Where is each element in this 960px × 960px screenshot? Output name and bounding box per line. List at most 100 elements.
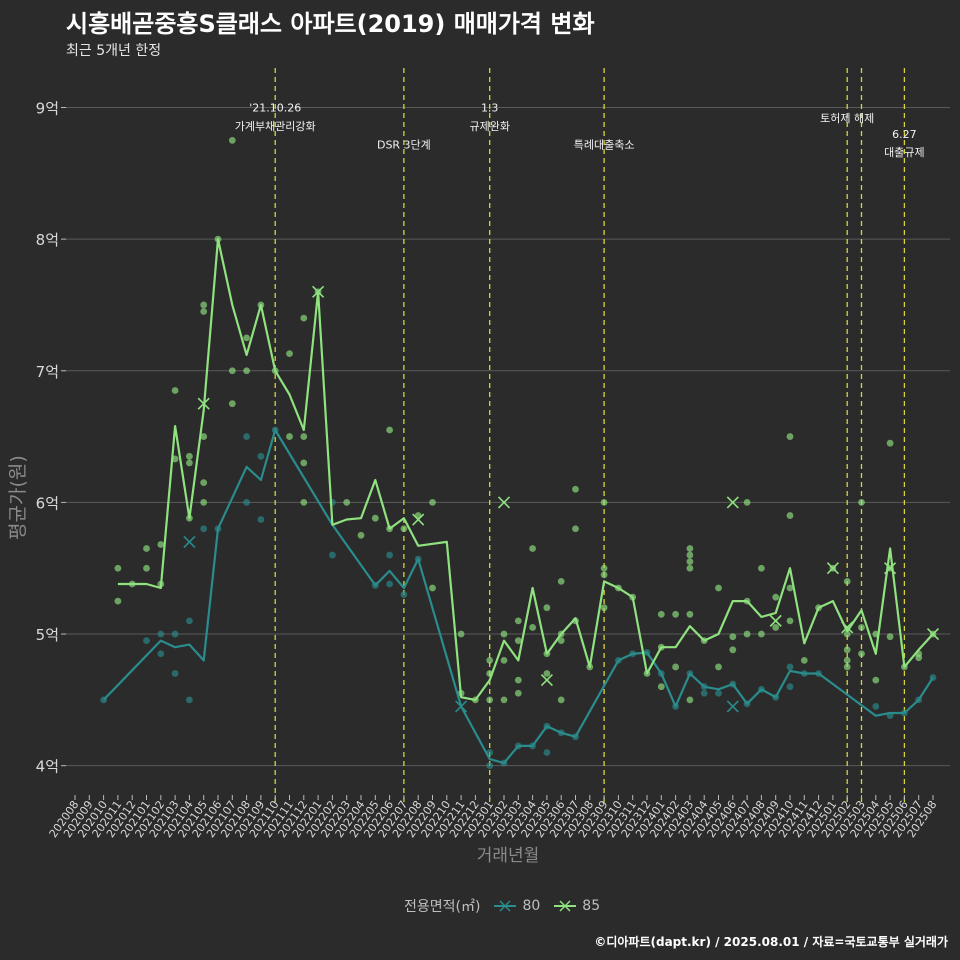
scatter-point-85 — [228, 367, 236, 375]
scatter-point-85 — [800, 656, 808, 664]
scatter-point-80 — [243, 499, 251, 506]
cross-marker-80 — [455, 700, 468, 713]
scatter-point-85 — [715, 584, 722, 592]
scatter-point-80 — [200, 525, 208, 533]
scatter-point-85 — [657, 683, 665, 691]
scatter-point-80 — [329, 551, 336, 559]
scatter-point-85 — [572, 525, 579, 533]
scatter-point-85 — [429, 499, 436, 506]
scatter-point-85 — [200, 479, 208, 487]
scatter-point-85 — [715, 663, 722, 671]
cross-stroke — [540, 674, 553, 687]
scatter-point-80 — [257, 516, 265, 523]
event-label: 1.3 — [481, 101, 499, 114]
series-line-85 — [117, 238, 934, 701]
scatter-point-80 — [872, 703, 880, 710]
scatter-point-85 — [300, 433, 308, 440]
cross-marker-85 — [312, 285, 325, 298]
y-axis-label: 평균가(원) — [7, 455, 29, 540]
series-line-80 — [102, 428, 934, 765]
scatter-point-80 — [786, 683, 794, 691]
scatter-point-85 — [915, 654, 923, 662]
cross-marker-85 — [926, 627, 940, 641]
source-credit: ©디아파트(dapt.kr) / 2025.08.01 / 자료=국토교통부 실… — [594, 935, 948, 949]
scatter-point-85 — [843, 646, 851, 654]
scatter-point-80 — [186, 617, 193, 625]
cross-marker-85 — [412, 513, 425, 526]
event-label: 규제완화 — [469, 120, 509, 133]
y-tick-label: 4억 — [36, 758, 59, 776]
scatter-point-85 — [243, 334, 251, 342]
scatter-point-85 — [557, 696, 565, 704]
cross-marker-85 — [769, 614, 782, 627]
scatter-point-85 — [186, 459, 193, 467]
scatter-point-85 — [686, 610, 694, 618]
cross-stroke — [726, 700, 739, 713]
scatter-point-85 — [200, 301, 208, 309]
legend-swatch-80-icon — [494, 900, 517, 912]
scatter-point-80 — [186, 696, 193, 704]
scatter-point-85 — [371, 514, 379, 522]
scatter-point-80 — [715, 689, 722, 697]
cross-stroke — [769, 614, 782, 627]
legend-label-80: 80 — [522, 898, 541, 914]
scatter-point-80 — [143, 637, 150, 645]
scatter-point-85 — [243, 367, 251, 375]
scatter-point-80 — [157, 650, 165, 658]
legend-label-85: 85 — [582, 898, 601, 914]
scatter-point-85 — [343, 499, 351, 506]
scatter-point-85 — [143, 545, 150, 552]
cross-marker-85 — [497, 496, 511, 509]
series-lines — [102, 238, 934, 765]
scatter-point-85 — [743, 499, 751, 506]
scatter-point-85 — [400, 525, 408, 533]
scatter-point-85 — [529, 545, 536, 552]
scatter-point-85 — [758, 630, 765, 638]
scatter-point-85 — [186, 452, 193, 460]
scatter-point-80 — [543, 749, 551, 756]
cross-stroke — [841, 621, 854, 634]
cross-stroke — [926, 627, 940, 641]
legend-title: 전용면적(㎡) — [404, 899, 481, 915]
event-label: 토허제 해제 — [820, 111, 874, 125]
cross-marker-85 — [197, 397, 210, 410]
scatter-point-80 — [171, 670, 179, 677]
event-label: '21.10.26 — [249, 101, 301, 114]
scatter-point-85 — [672, 663, 679, 671]
y-tick-label: 5억 — [36, 626, 59, 644]
scatter-point-85 — [843, 663, 851, 671]
cross-marker-80 — [726, 700, 739, 713]
scatter-point-85 — [758, 564, 765, 572]
scatter-point-85 — [543, 604, 551, 612]
chart-title: 시흥배곧중흥S클래스 아파트(2019) 매매가격 변화 — [66, 10, 595, 38]
scatter-point-85 — [300, 499, 308, 506]
scatter-point-85 — [858, 624, 865, 631]
cross-stroke — [312, 285, 325, 298]
scatter-point-85 — [171, 387, 179, 394]
cross-marker-85 — [841, 621, 854, 634]
scatter-point-85 — [600, 564, 608, 572]
event-label: 대출규제 — [884, 146, 924, 159]
legend-item-80: 80 — [494, 898, 540, 914]
scatter-point-85 — [228, 400, 236, 408]
y-tick-labels: 4억 5억 6억 7억 8억 9억 — [36, 99, 66, 776]
scatter-point-85 — [500, 696, 508, 704]
scatter-point-80 — [486, 762, 494, 770]
scatter-point-85 — [557, 637, 565, 645]
cross-stroke — [726, 496, 739, 509]
scatter-point-85 — [686, 558, 694, 566]
x-tick-labels: 2020082020092020102020112020122021012021… — [47, 795, 939, 840]
scatter-point-85 — [786, 433, 794, 440]
y-tick-label: 9억 — [36, 99, 59, 117]
scatter-point-85 — [200, 433, 208, 440]
legend-swatch-85-icon — [554, 900, 577, 912]
scatter-point-85 — [843, 577, 851, 585]
scatter-point-85 — [457, 630, 465, 638]
scatter-point-85 — [843, 630, 851, 638]
scatter-point-85 — [514, 676, 522, 684]
scatter-point-85 — [872, 676, 880, 684]
cross-stroke — [497, 496, 511, 509]
cross-marker-85 — [726, 496, 739, 509]
